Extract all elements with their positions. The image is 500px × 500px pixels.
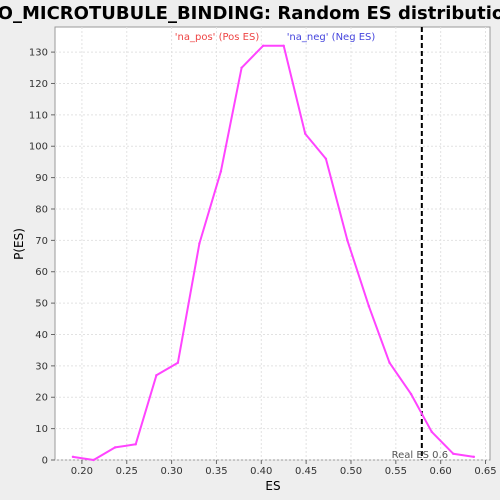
data-point [324, 157, 328, 160]
data-point [304, 132, 307, 135]
chart-title: GO_MICROTUBULE_BINDING: Random ES distri… [0, 3, 500, 24]
y-tick-label: 50 [35, 299, 48, 310]
y-tick-label: 80 [35, 204, 48, 215]
x-tick-label: 0.55 [385, 466, 407, 477]
x-tick-label: 0.60 [430, 466, 452, 477]
y-tick-label: 60 [35, 267, 48, 278]
data-point [240, 66, 243, 69]
y-tick-label: 70 [35, 236, 48, 247]
y-tick-label: 100 [29, 142, 48, 153]
data-point [92, 458, 95, 462]
x-tick-label: 0.35 [205, 466, 227, 477]
data-point [367, 305, 371, 308]
x-tick-label: 0.65 [474, 466, 496, 477]
y-tick-label: 0 [42, 456, 48, 467]
data-point [219, 170, 223, 173]
y-tick-label: 120 [29, 79, 48, 90]
data-point [388, 361, 391, 364]
y-tick-label: 110 [29, 110, 48, 121]
data-point [346, 239, 349, 242]
data-point [472, 455, 476, 459]
data-point [261, 44, 265, 48]
data-point [155, 374, 158, 377]
x-tick-label: 0.30 [160, 466, 182, 477]
x-axis-label: ES [265, 479, 280, 493]
es-distribution-line [72, 44, 475, 461]
y-tick-label: 90 [35, 173, 48, 184]
x-tick-label: 0.45 [295, 466, 317, 477]
y-axis: 0 10 20 30 40 50 60 70 80 90 100 110 120 130 [29, 48, 55, 467]
data-point [430, 430, 433, 433]
series-group [71, 44, 476, 462]
x-tick-label: 0.25 [116, 466, 138, 477]
y-tick-label: 40 [35, 330, 48, 341]
x-axis: 0.20 0.25 0.30 0.35 0.40 0.45 0.50 0.55 0.60 0.65 [71, 460, 497, 477]
data-point [282, 44, 285, 48]
data-point [71, 455, 75, 459]
y-tick-label: 10 [35, 424, 48, 435]
data-point [452, 452, 455, 455]
y-tick-label: 30 [35, 361, 48, 372]
real-es-label: Real ES 0.6 [392, 450, 448, 461]
legend-pos-es: 'na_pos' (Pos ES) [175, 32, 260, 43]
grid [55, 27, 490, 461]
data-point [134, 443, 137, 446]
y-tick-label: 130 [29, 48, 48, 59]
data-point [176, 361, 180, 364]
x-tick-label: 0.20 [71, 466, 93, 477]
data-point [409, 392, 413, 396]
y-tick-label: 20 [35, 393, 48, 404]
x-tick-label: 0.50 [340, 466, 362, 477]
x-tick-label: 0.40 [250, 466, 272, 477]
legend-neg-es: 'na_neg' (Neg ES) [287, 32, 376, 43]
plot-area [54, 26, 491, 461]
data-point [198, 242, 201, 245]
y-axis-label: P(ES) [12, 228, 26, 260]
data-point [113, 446, 117, 449]
